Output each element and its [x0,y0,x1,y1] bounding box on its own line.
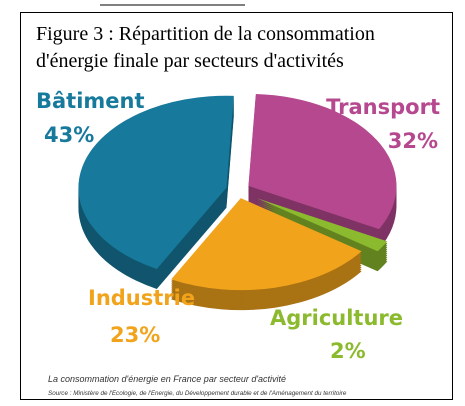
value-label: 43% [44,123,94,147]
chart-title: Figure 3 : Répartition de la consommatio… [36,23,375,72]
category-label: Bâtiment [36,89,145,113]
caption: La consommation d'énergie en France par … [48,374,286,384]
slice [78,95,234,269]
value-label: 2% [330,339,366,363]
slice [256,198,388,252]
slice [171,198,362,291]
category-label: Industrie [88,286,195,310]
category-label: Agriculture [270,306,403,330]
value-label: 23% [110,323,160,347]
value-label: 32% [388,129,438,153]
slice [248,93,397,230]
category-label: Transport [326,95,440,119]
source: Source : Ministère de l'Ecologie, de l'E… [48,390,347,397]
